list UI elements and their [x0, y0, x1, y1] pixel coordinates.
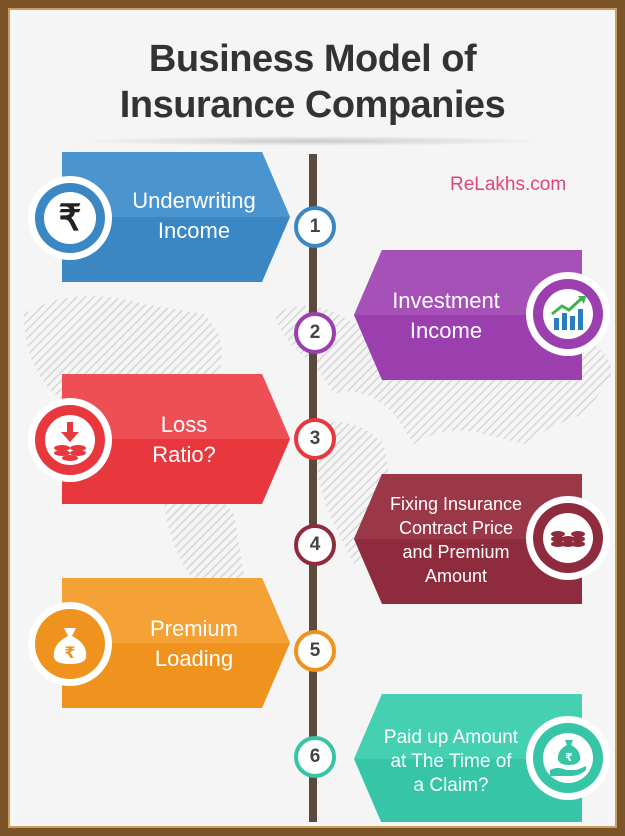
banner-1-label: Underwriting Income — [114, 186, 274, 246]
money-bag-icon: ₹ — [35, 609, 105, 679]
infographic-canvas: Business Model of Insurance Companies Re… — [14, 14, 611, 822]
banner-2-line-2: Income — [409, 318, 483, 343]
page-title: Business Model of Insurance Companies — [14, 36, 611, 128]
brand-watermark: ReLakhs.com — [450, 174, 567, 195]
badge-3 — [28, 398, 112, 482]
banner-6-line-3: a Claim? — [413, 775, 489, 796]
rupee-icon: ₹ — [35, 183, 105, 253]
banner-2-line-1: Investment — [392, 288, 500, 313]
banner-6-line-1: Paid up Amount — [383, 727, 519, 748]
banner-6 — [354, 694, 582, 822]
step-number-4: 4 — [294, 524, 336, 566]
banner-1-line-2: Income — [157, 218, 231, 243]
banner-3-label: Loss Ratio? — [114, 410, 254, 470]
banner-4-label: Fixing Insurance Contract Price and Prem… — [376, 492, 536, 588]
svg-text:₹: ₹ — [64, 643, 75, 662]
badge-5: ₹ — [28, 602, 112, 686]
banner-5-label: Premium Loading — [124, 614, 264, 674]
step-number-5: 5 — [294, 630, 336, 672]
hand-money-bag-icon: ₹ — [533, 723, 603, 793]
badge-4 — [526, 496, 610, 580]
banner-2-label: Investment Income — [366, 286, 526, 346]
banner-4-line-1: Fixing Insurance — [389, 494, 523, 514]
banner-1-line-1: Underwriting — [132, 188, 256, 213]
badge-6: ₹ — [526, 716, 610, 800]
svg-text:₹: ₹ — [565, 751, 573, 764]
banner-5-line-2: Loading — [154, 646, 234, 671]
banner-6-label: Paid up Amount at The Time of a Claim? — [366, 726, 536, 798]
banner-3-line-2: Ratio? — [152, 442, 216, 467]
coins-down-icon — [35, 405, 105, 475]
step-number-3: 3 — [294, 418, 336, 460]
banner-4-line-2: Contract Price — [398, 518, 514, 538]
banner-3-line-1: Loss — [160, 412, 208, 437]
step-number-6: 6 — [294, 736, 336, 778]
banner-5-line-1: Premium — [149, 616, 238, 641]
banner-3 — [62, 374, 290, 504]
title-line-2: Insurance Companies — [119, 84, 506, 126]
badge-1: ₹ — [28, 176, 112, 260]
title-underline-shadow — [74, 136, 551, 146]
banner-2 — [354, 250, 582, 380]
banner-4-line-4: Amount — [424, 566, 488, 586]
banner-1 — [62, 152, 290, 282]
banner-5 — [62, 578, 290, 708]
step-number-1: 1 — [294, 206, 336, 248]
step-number-2: 2 — [294, 312, 336, 354]
timeline-spine — [309, 154, 317, 822]
title-line-1: Business Model of — [148, 38, 477, 80]
banner-6-line-2: at The Time of — [390, 751, 512, 772]
growth-chart-icon — [533, 279, 603, 349]
banner-4-line-3: and Premium — [402, 542, 510, 562]
badge-2 — [526, 272, 610, 356]
coin-stack-icon — [533, 503, 603, 573]
banner-4 — [354, 474, 582, 604]
